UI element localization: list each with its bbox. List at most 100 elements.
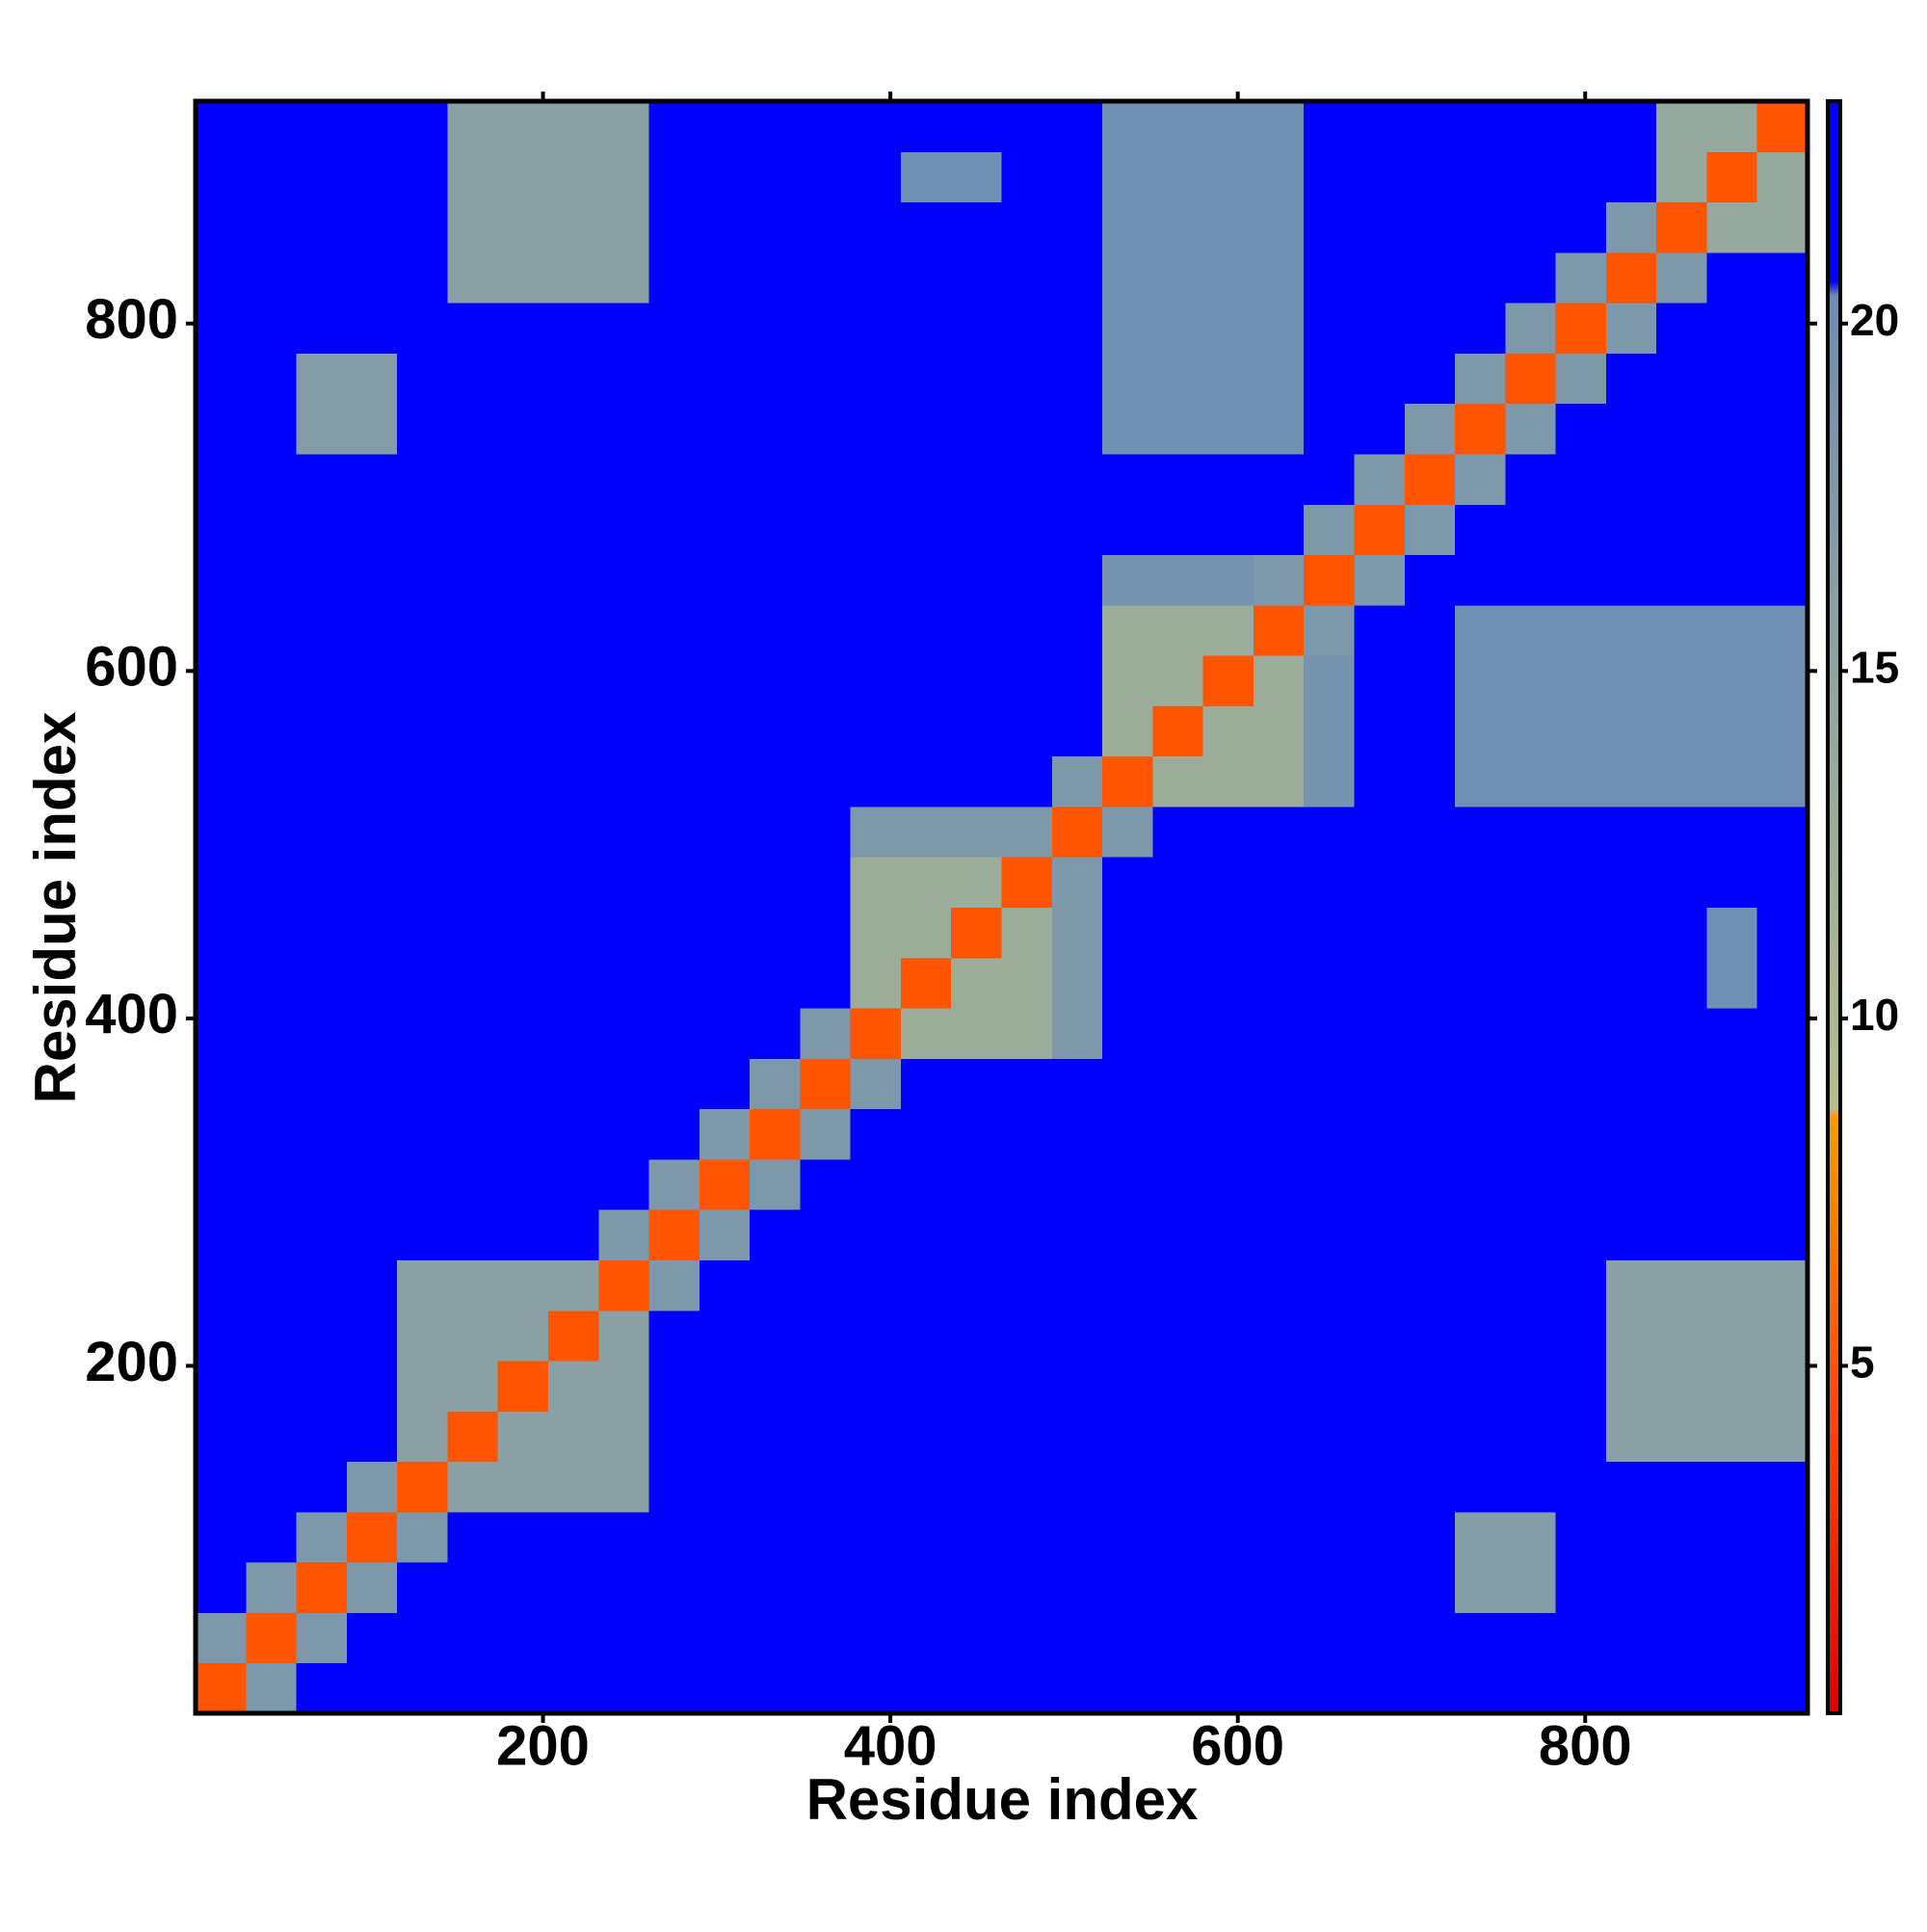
- heatmap-cell: [246, 1411, 298, 1463]
- heatmap-cell: [1304, 907, 1355, 959]
- heatmap-cell: [699, 604, 751, 656]
- heatmap-cell: [447, 1209, 499, 1260]
- heatmap-cell: [648, 1662, 700, 1714]
- heatmap-cell: [1152, 1511, 1204, 1563]
- heatmap-cell: [1354, 201, 1406, 253]
- heatmap-cell: [397, 907, 448, 959]
- heatmap-cell: [196, 857, 247, 908]
- heatmap-cell: [1756, 806, 1808, 858]
- heatmap-cell: [1455, 1259, 1506, 1311]
- heatmap-cell: [598, 1108, 650, 1160]
- heatmap-cell: [547, 1108, 599, 1160]
- heatmap-cell: [1555, 957, 1607, 1009]
- heatmap-cell: [699, 1259, 751, 1311]
- heatmap-cell: [850, 353, 902, 405]
- heatmap-cell: [1455, 504, 1506, 556]
- heatmap-cell: [1354, 655, 1406, 706]
- heatmap-cell: [1152, 101, 1204, 152]
- heatmap-cell: [1555, 907, 1607, 959]
- heatmap-cell: [1051, 1158, 1103, 1210]
- heatmap-cell: [1455, 655, 1506, 706]
- heatmap-cell: [699, 655, 751, 706]
- heatmap-cell: [1404, 1361, 1456, 1412]
- heatmap-cell: [1656, 1361, 1707, 1412]
- heatmap-cell: [246, 353, 298, 405]
- heatmap-cell: [1102, 755, 1153, 807]
- heatmap-cell: [1202, 353, 1254, 405]
- heatmap-cell: [497, 453, 549, 505]
- heatmap-cell: [1253, 604, 1305, 656]
- y-tick-label: 800: [85, 288, 178, 351]
- heatmap-cell: [497, 101, 549, 152]
- heatmap-cell: [951, 1411, 1002, 1463]
- heatmap-cell: [497, 1361, 549, 1412]
- heatmap-cell: [800, 1461, 852, 1513]
- heatmap-cell: [497, 1662, 549, 1714]
- heatmap-cell: [497, 907, 549, 959]
- heatmap-cell: [447, 554, 499, 606]
- heatmap-cell: [246, 1361, 298, 1412]
- heatmap-cell: [1253, 1209, 1305, 1260]
- heatmap-cell: [246, 1108, 298, 1160]
- heatmap-cell: [497, 806, 549, 858]
- heatmap-cell: [800, 453, 852, 505]
- heatmap-cell: [246, 755, 298, 807]
- heatmap-cell: [547, 504, 599, 556]
- heatmap-cell: [800, 1310, 852, 1362]
- heatmap-cell: [346, 303, 398, 354]
- heatmap-cell: [1555, 101, 1607, 152]
- y-tick-label: 400: [85, 983, 178, 1045]
- heatmap-cell: [1202, 1108, 1254, 1160]
- heatmap-cell: [800, 403, 852, 455]
- heatmap-cell: [1354, 1361, 1406, 1412]
- heatmap-cell: [346, 353, 398, 405]
- heatmap-cell: [1253, 504, 1305, 556]
- heatmap-cell: [1001, 705, 1053, 757]
- heatmap-cell: [447, 655, 499, 706]
- heatmap-cell: [1756, 151, 1808, 203]
- heatmap-cell: [1555, 303, 1607, 354]
- heatmap-cell: [598, 705, 650, 757]
- heatmap-cell: [1706, 1008, 1758, 1059]
- heatmap-cell: [1656, 1612, 1707, 1664]
- heatmap-cell: [1505, 755, 1557, 807]
- heatmap-cell: [346, 755, 398, 807]
- heatmap-cell: [1102, 101, 1153, 152]
- heatmap-cell: [346, 1158, 398, 1210]
- heatmap-cell: [1253, 1058, 1305, 1110]
- heatmap-cell: [750, 1008, 801, 1059]
- heatmap-cell: [850, 957, 902, 1009]
- heatmap-cell: [1304, 504, 1355, 556]
- heatmap-cell: [1001, 1259, 1053, 1311]
- heatmap-cell: [1605, 1662, 1657, 1714]
- heatmap-cell: [1706, 403, 1758, 455]
- heatmap-cell: [850, 201, 902, 253]
- heatmap-cell: [1051, 403, 1103, 455]
- heatmap-cell: [1102, 303, 1153, 354]
- heatmap-cell: [850, 1108, 902, 1160]
- heatmap-cell: [1455, 1562, 1506, 1613]
- heatmap-cell: [1304, 1511, 1355, 1563]
- heatmap-cell: [246, 453, 298, 505]
- heatmap-cell: [1505, 303, 1557, 354]
- heatmap-cell: [1001, 806, 1053, 858]
- heatmap-cell: [1455, 806, 1506, 858]
- heatmap-cell: [750, 403, 801, 455]
- heatmap-cell: [850, 907, 902, 959]
- heatmap-cell: [1304, 101, 1355, 152]
- heatmap-cell: [1304, 1158, 1355, 1210]
- heatmap-cell: [1505, 1259, 1557, 1311]
- heatmap-cell: [900, 1562, 952, 1613]
- heatmap-cell: [1152, 1361, 1204, 1412]
- heatmap-cell: [1605, 604, 1657, 656]
- heatmap-cell: [1202, 957, 1254, 1009]
- heatmap-cell: [1152, 353, 1204, 405]
- heatmap-cell: [1706, 907, 1758, 959]
- heatmap-cell: [497, 705, 549, 757]
- heatmap-cell: [1001, 101, 1053, 152]
- heatmap-cell: [1001, 1209, 1053, 1260]
- heatmap-cell: [196, 353, 247, 405]
- heatmap-cell: [1253, 655, 1305, 706]
- heatmap-cell: [1656, 1058, 1707, 1110]
